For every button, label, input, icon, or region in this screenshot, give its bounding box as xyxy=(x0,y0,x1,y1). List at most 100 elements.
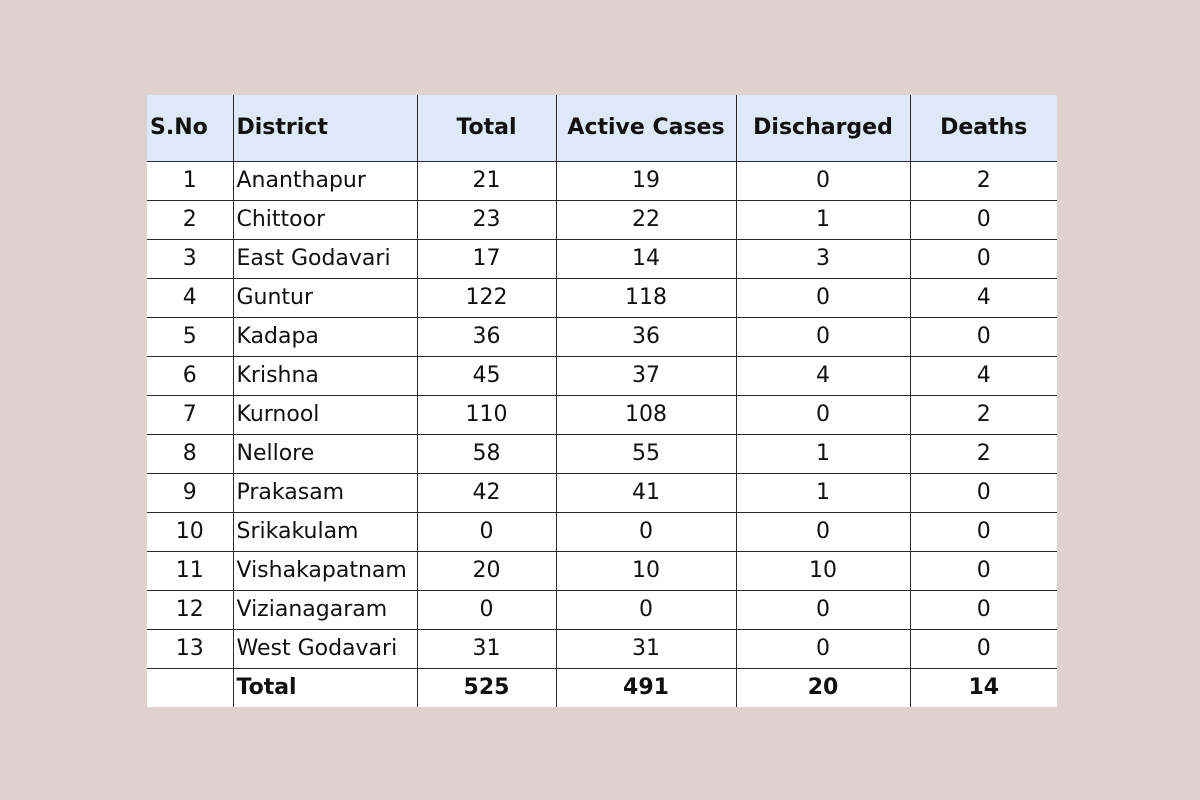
cell-active-cases: 14 xyxy=(555,239,736,279)
cell-discharged: 0 xyxy=(735,590,910,630)
cell-discharged: 0 xyxy=(735,161,910,201)
table-row: 8 Nellore 58 55 1 2 xyxy=(147,434,1057,474)
cell-district: Srikakulam xyxy=(232,512,417,552)
cell-deaths: 0 xyxy=(909,512,1057,552)
cell-district: Prakasam xyxy=(232,473,417,513)
table-row: 9 Prakasam 42 41 1 0 xyxy=(147,473,1057,513)
cell-deaths: 4 xyxy=(909,278,1057,318)
cell-district: Ananthapur xyxy=(232,161,417,201)
table-row: 7 Kurnool 110 108 0 2 xyxy=(147,395,1057,435)
cell-district: West Godavari xyxy=(232,629,417,669)
cell-total: 122 xyxy=(416,278,556,318)
header-row: S.No District Total Active Cases Dischar… xyxy=(147,95,1057,162)
cell-deaths: 0 xyxy=(909,473,1057,513)
cell-total: 23 xyxy=(416,200,556,240)
cell-total: 42 xyxy=(416,473,556,513)
table-row: 3 East Godavari 17 14 3 0 xyxy=(147,239,1057,279)
cell-sno: 4 xyxy=(147,278,233,318)
cell-deaths: 2 xyxy=(909,161,1057,201)
cell-total: 17 xyxy=(416,239,556,279)
table-row: 13 West Godavari 31 31 0 0 xyxy=(147,629,1057,669)
table-row: 10 Srikakulam 0 0 0 0 xyxy=(147,512,1057,552)
cell-total: 20 xyxy=(416,551,556,591)
cell-total: 0 xyxy=(416,590,556,630)
cell-discharged: 1 xyxy=(735,434,910,474)
header-sno: S.No xyxy=(147,95,233,162)
cell-deaths: 2 xyxy=(909,395,1057,435)
cell-sno: 3 xyxy=(147,239,233,279)
cell-discharged: 0 xyxy=(735,395,910,435)
header-discharged: Discharged xyxy=(735,95,910,162)
cell-district: Chittoor xyxy=(232,200,417,240)
cell-district: Guntur xyxy=(232,278,417,318)
cell-active-cases: 22 xyxy=(555,200,736,240)
cell-active-cases: 118 xyxy=(555,278,736,318)
total-deaths: 14 xyxy=(909,668,1057,707)
cell-active-cases: 10 xyxy=(555,551,736,591)
cell-discharged: 0 xyxy=(735,278,910,318)
table-row: 11 Vishakapatnam 20 10 10 0 xyxy=(147,551,1057,591)
cell-discharged: 1 xyxy=(735,473,910,513)
cell-discharged: 1 xyxy=(735,200,910,240)
cell-deaths: 0 xyxy=(909,239,1057,279)
total-active-cases: 491 xyxy=(555,668,736,707)
cell-active-cases: 19 xyxy=(555,161,736,201)
table-row: 4 Guntur 122 118 0 4 xyxy=(147,278,1057,318)
table-row: 2 Chittoor 23 22 1 0 xyxy=(147,200,1057,240)
cell-discharged: 3 xyxy=(735,239,910,279)
cell-total: 36 xyxy=(416,317,556,357)
cell-sno: 5 xyxy=(147,317,233,357)
table-body: 1 Ananthapur 21 19 0 2 2 Chittoor 23 22 … xyxy=(147,161,1057,708)
table-row: 6 Krishna 45 37 4 4 xyxy=(147,356,1057,396)
cell-active-cases: 36 xyxy=(555,317,736,357)
cell-discharged: 0 xyxy=(735,512,910,552)
total-row: Total 525 491 20 14 xyxy=(147,668,1057,708)
cell-active-cases: 0 xyxy=(555,512,736,552)
cell-discharged: 4 xyxy=(735,356,910,396)
cell-discharged: 10 xyxy=(735,551,910,591)
cell-sno: 13 xyxy=(147,629,233,669)
header-total: Total xyxy=(416,95,556,162)
table-row: 12 Vizianagaram 0 0 0 0 xyxy=(147,590,1057,630)
cell-total: 58 xyxy=(416,434,556,474)
cell-deaths: 4 xyxy=(909,356,1057,396)
header-deaths: Deaths xyxy=(909,95,1057,162)
cell-deaths: 2 xyxy=(909,434,1057,474)
cell-deaths: 0 xyxy=(909,629,1057,669)
cell-district: Nellore xyxy=(232,434,417,474)
cell-total: 110 xyxy=(416,395,556,435)
cell-deaths: 0 xyxy=(909,551,1057,591)
cell-active-cases: 31 xyxy=(555,629,736,669)
cell-sno: 11 xyxy=(147,551,233,591)
cell-deaths: 0 xyxy=(909,200,1057,240)
table-row: 5 Kadapa 36 36 0 0 xyxy=(147,317,1057,357)
cell-district: Kurnool xyxy=(232,395,417,435)
cell-sno: 9 xyxy=(147,473,233,513)
cell-deaths: 0 xyxy=(909,317,1057,357)
cell-district: Kadapa xyxy=(232,317,417,357)
total-sno xyxy=(147,669,233,708)
cell-sno: 12 xyxy=(147,590,233,630)
cell-discharged: 0 xyxy=(735,629,910,669)
cell-district: East Godavari xyxy=(232,239,417,279)
cell-total: 0 xyxy=(416,512,556,552)
cell-active-cases: 37 xyxy=(555,356,736,396)
cell-active-cases: 0 xyxy=(555,590,736,630)
cell-sno: 2 xyxy=(147,200,233,240)
total-label: Total xyxy=(232,668,417,707)
cell-active-cases: 55 xyxy=(555,434,736,474)
cell-discharged: 0 xyxy=(735,317,910,357)
cell-sno: 6 xyxy=(147,356,233,396)
cell-sno: 8 xyxy=(147,434,233,474)
cell-active-cases: 41 xyxy=(555,473,736,513)
cell-district: Vizianagaram xyxy=(232,590,417,630)
header-active-cases: Active Cases xyxy=(555,95,736,162)
cell-sno: 1 xyxy=(147,161,233,201)
cell-sno: 7 xyxy=(147,395,233,435)
total-discharged: 20 xyxy=(735,668,910,707)
table-row: 1 Ananthapur 21 19 0 2 xyxy=(147,161,1057,201)
cell-sno: 10 xyxy=(147,512,233,552)
cell-deaths: 0 xyxy=(909,590,1057,630)
header-district: District xyxy=(232,95,417,162)
cell-total: 45 xyxy=(416,356,556,396)
